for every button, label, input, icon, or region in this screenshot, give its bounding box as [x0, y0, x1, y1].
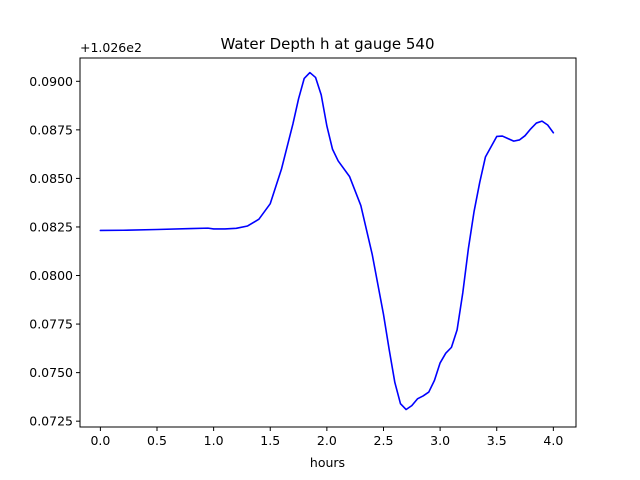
x-tick-label: 0.5 [147, 433, 167, 448]
x-tick-label: 1.0 [204, 433, 224, 448]
y-tick-label: 0.0900 [29, 74, 73, 89]
x-tick-label: 0.0 [90, 433, 110, 448]
y-tick-label: 0.0750 [29, 365, 73, 380]
series-line-1 [99, 71, 555, 411]
y-tick-label: 0.0725 [29, 414, 73, 429]
x-tick-label: 1.5 [260, 433, 280, 448]
plot-area [99, 71, 555, 411]
y-tick-label: 0.0850 [29, 171, 73, 186]
axes-frame [79, 57, 577, 428]
y-axis-offset-label: +1.026e2 [80, 40, 142, 55]
y-tick-label: 0.0800 [29, 268, 73, 283]
x-tick-label: 2.0 [317, 433, 337, 448]
y-tick-label: 0.0775 [29, 317, 73, 332]
x-tick-label: 3.5 [487, 433, 507, 448]
x-tick-label: 4.0 [543, 433, 563, 448]
axes: 0.0 0.5 1.0 1.5 2.0 2.5 3.0 3.5 4.0 0.0725 0.0750 0… [29, 57, 577, 448]
chart-title: Water Depth h at gauge 540 [220, 35, 434, 53]
x-axis-label: hours [310, 455, 345, 470]
x-tick-label: 2.5 [374, 433, 394, 448]
y-tick-label: 0.0875 [29, 122, 73, 137]
y-tick-label: 0.0825 [29, 219, 73, 234]
x-tick-label: 3.0 [430, 433, 450, 448]
